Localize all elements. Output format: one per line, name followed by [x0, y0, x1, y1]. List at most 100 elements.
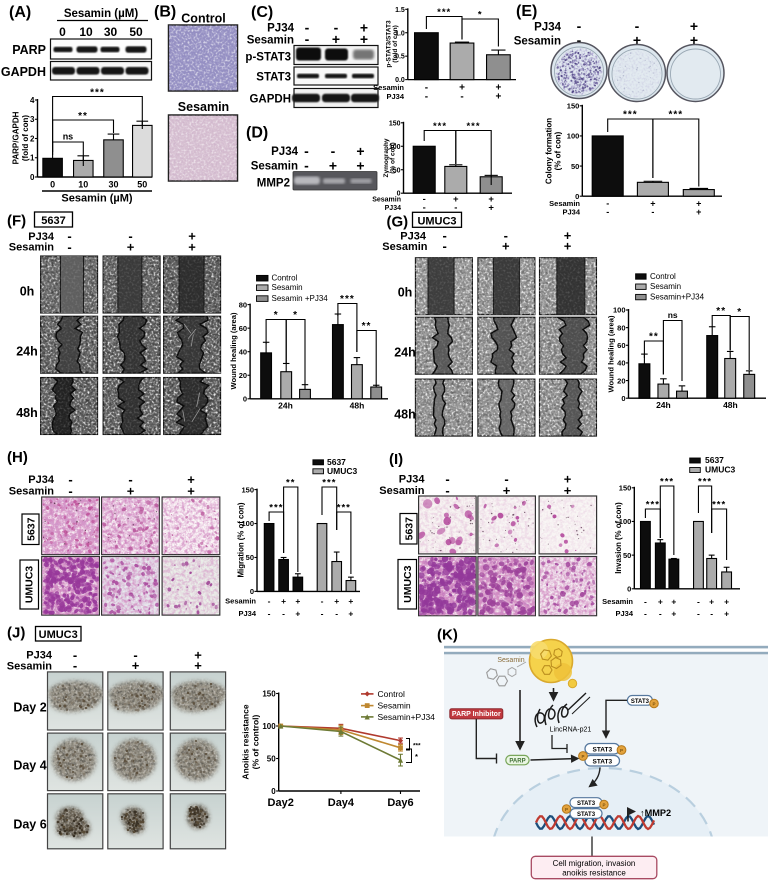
- svg-text:***: ***: [646, 500, 660, 511]
- svg-text:Day4: Day4: [328, 797, 355, 809]
- svg-text:Day2: Day2: [268, 797, 294, 809]
- svg-text:-: -: [423, 202, 426, 213]
- svg-text:**: **: [362, 321, 372, 332]
- svg-text:*: *: [274, 310, 279, 321]
- svg-text:Sesamin: Sesamin: [382, 241, 428, 253]
- svg-text:PJ34: PJ34: [271, 146, 298, 158]
- svg-text:-: -: [443, 228, 447, 243]
- svg-text:0: 0: [50, 180, 55, 190]
- svg-text:+: +: [650, 199, 655, 209]
- svg-text:5637: 5637: [327, 457, 346, 467]
- svg-text:-: -: [268, 608, 271, 618]
- svg-text:50: 50: [129, 25, 143, 39]
- svg-text:LincRNA-p21: LincRNA-p21: [550, 727, 592, 734]
- svg-text:4: 4: [30, 96, 35, 105]
- svg-text:+: +: [564, 228, 572, 243]
- svg-text:5637: 5637: [705, 455, 724, 465]
- svg-text:+: +: [495, 92, 501, 103]
- svg-text:***: ***: [322, 478, 336, 489]
- svg-text:ns: ns: [63, 132, 74, 142]
- svg-text:***: ***: [466, 121, 480, 132]
- svg-text:Sesamin: Sesamin: [225, 597, 256, 606]
- svg-text:Control: Control: [650, 272, 676, 281]
- svg-text:P: P: [620, 748, 623, 753]
- svg-text:100: 100: [619, 517, 632, 526]
- svg-text:150: 150: [389, 120, 401, 127]
- svg-text:(H): (H): [7, 449, 28, 466]
- svg-text:P: P: [581, 754, 584, 759]
- svg-text:***: ***: [433, 121, 447, 132]
- svg-text:24h: 24h: [278, 401, 293, 411]
- svg-text:48h: 48h: [350, 401, 365, 411]
- svg-text:p-STAT3/STAT3: p-STAT3/STAT3: [385, 20, 392, 68]
- svg-text:**: **: [78, 111, 88, 122]
- svg-text:50: 50: [623, 551, 631, 560]
- svg-text:+: +: [709, 596, 714, 606]
- svg-text:0: 0: [575, 192, 579, 201]
- svg-text:-: -: [67, 229, 71, 244]
- svg-text:-: -: [334, 20, 339, 36]
- svg-text:Sesamin: Sesamin: [9, 242, 55, 254]
- svg-text:Cell migration, invasion: Cell migration, invasion: [553, 859, 636, 868]
- svg-text:0: 0: [397, 191, 401, 198]
- svg-text:-: -: [268, 596, 271, 606]
- svg-text:+: +: [696, 199, 701, 209]
- svg-text:100: 100: [262, 722, 276, 731]
- svg-text:3: 3: [30, 115, 35, 124]
- svg-text:Sesamin: Sesamin: [514, 36, 561, 48]
- svg-text:0: 0: [621, 394, 625, 403]
- svg-text:50: 50: [267, 754, 276, 763]
- svg-text:50: 50: [137, 180, 147, 190]
- svg-text:STAT3: STAT3: [631, 699, 650, 705]
- svg-text:+: +: [348, 608, 353, 618]
- svg-text:Migration (% of con): Migration (% of con): [237, 502, 246, 577]
- svg-text:*: *: [478, 10, 483, 21]
- svg-text:-: -: [454, 202, 457, 213]
- svg-text:+: +: [564, 472, 572, 487]
- svg-text:+: +: [495, 83, 501, 94]
- svg-text:UMUC3: UMUC3: [402, 565, 414, 602]
- svg-text:0.5: 0.5: [395, 54, 405, 61]
- svg-text:Day6: Day6: [387, 797, 413, 809]
- svg-text:UMUC3: UMUC3: [39, 629, 78, 641]
- svg-text:UMUC3: UMUC3: [24, 566, 36, 603]
- svg-text:10: 10: [78, 180, 88, 190]
- svg-text:48h: 48h: [16, 406, 38, 420]
- svg-text:-: -: [697, 596, 700, 606]
- svg-text:+: +: [295, 596, 300, 606]
- svg-text:(J): (J): [7, 625, 25, 642]
- svg-text:Sesamin: Sesamin: [650, 282, 681, 291]
- svg-text:150: 150: [262, 689, 276, 698]
- svg-text:***: ***: [340, 294, 355, 305]
- svg-text:**: **: [286, 478, 295, 489]
- svg-text:Day 6: Day 6: [13, 818, 46, 832]
- svg-text:-: -: [697, 609, 700, 619]
- svg-text:(% of control): (% of control): [251, 714, 261, 769]
- svg-text:100: 100: [567, 132, 580, 141]
- svg-text:40: 40: [617, 359, 625, 368]
- svg-text:-: -: [128, 472, 132, 487]
- svg-text:Sesamin+PJ34: Sesamin+PJ34: [378, 712, 436, 722]
- svg-text:-: -: [133, 647, 137, 662]
- svg-text:24h: 24h: [656, 400, 671, 410]
- svg-text:+: +: [503, 483, 511, 498]
- svg-text:+: +: [187, 472, 195, 487]
- svg-text:PJ34: PJ34: [562, 208, 580, 217]
- svg-text:*: *: [737, 307, 742, 318]
- svg-text:30: 30: [108, 180, 118, 190]
- svg-text:(fold of con): (fold of con): [392, 25, 399, 63]
- svg-text:(K): (K): [437, 627, 458, 644]
- svg-text:-: -: [606, 207, 609, 217]
- svg-text:+: +: [360, 31, 368, 47]
- svg-text:Colony formation: Colony formation: [545, 118, 554, 184]
- svg-text:+: +: [564, 239, 572, 254]
- svg-text:(D): (D): [246, 125, 268, 142]
- svg-text:+: +: [127, 483, 135, 498]
- svg-text:(F): (F): [7, 213, 26, 230]
- svg-text:PJ34: PJ34: [385, 205, 401, 212]
- svg-text:(E): (E): [516, 3, 537, 20]
- svg-text:60: 60: [617, 341, 625, 350]
- svg-text:PJ34: PJ34: [26, 650, 53, 662]
- svg-text:Wound healing (area): Wound healing (area): [607, 315, 616, 393]
- svg-text:0.0: 0.0: [395, 77, 405, 84]
